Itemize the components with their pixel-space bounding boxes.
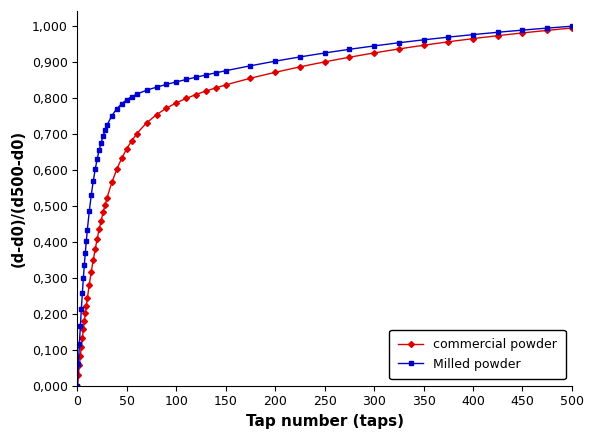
commercial powder xyxy=(483,34,490,40)
Milled powder xyxy=(568,24,575,29)
commercial powder xyxy=(196,91,203,96)
X-axis label: Tap number (taps): Tap number (taps) xyxy=(246,414,403,429)
commercial powder xyxy=(398,46,405,51)
commercial powder xyxy=(74,383,81,388)
Milled powder xyxy=(196,73,203,79)
commercial powder xyxy=(392,47,399,52)
Line: Milled powder: Milled powder xyxy=(76,24,574,388)
Milled powder xyxy=(398,40,405,45)
Milled powder xyxy=(217,69,224,74)
Milled powder xyxy=(254,62,261,67)
commercial powder xyxy=(254,74,261,79)
Y-axis label: (d-d0)/(d500-d0): (d-d0)/(d500-d0) xyxy=(11,130,26,267)
Milled powder xyxy=(74,383,81,388)
commercial powder xyxy=(568,26,575,31)
Milled powder xyxy=(483,31,490,36)
Legend: commercial powder, Milled powder: commercial powder, Milled powder xyxy=(389,330,566,379)
Line: commercial powder: commercial powder xyxy=(76,26,574,388)
Milled powder xyxy=(392,40,399,46)
commercial powder xyxy=(217,84,224,89)
